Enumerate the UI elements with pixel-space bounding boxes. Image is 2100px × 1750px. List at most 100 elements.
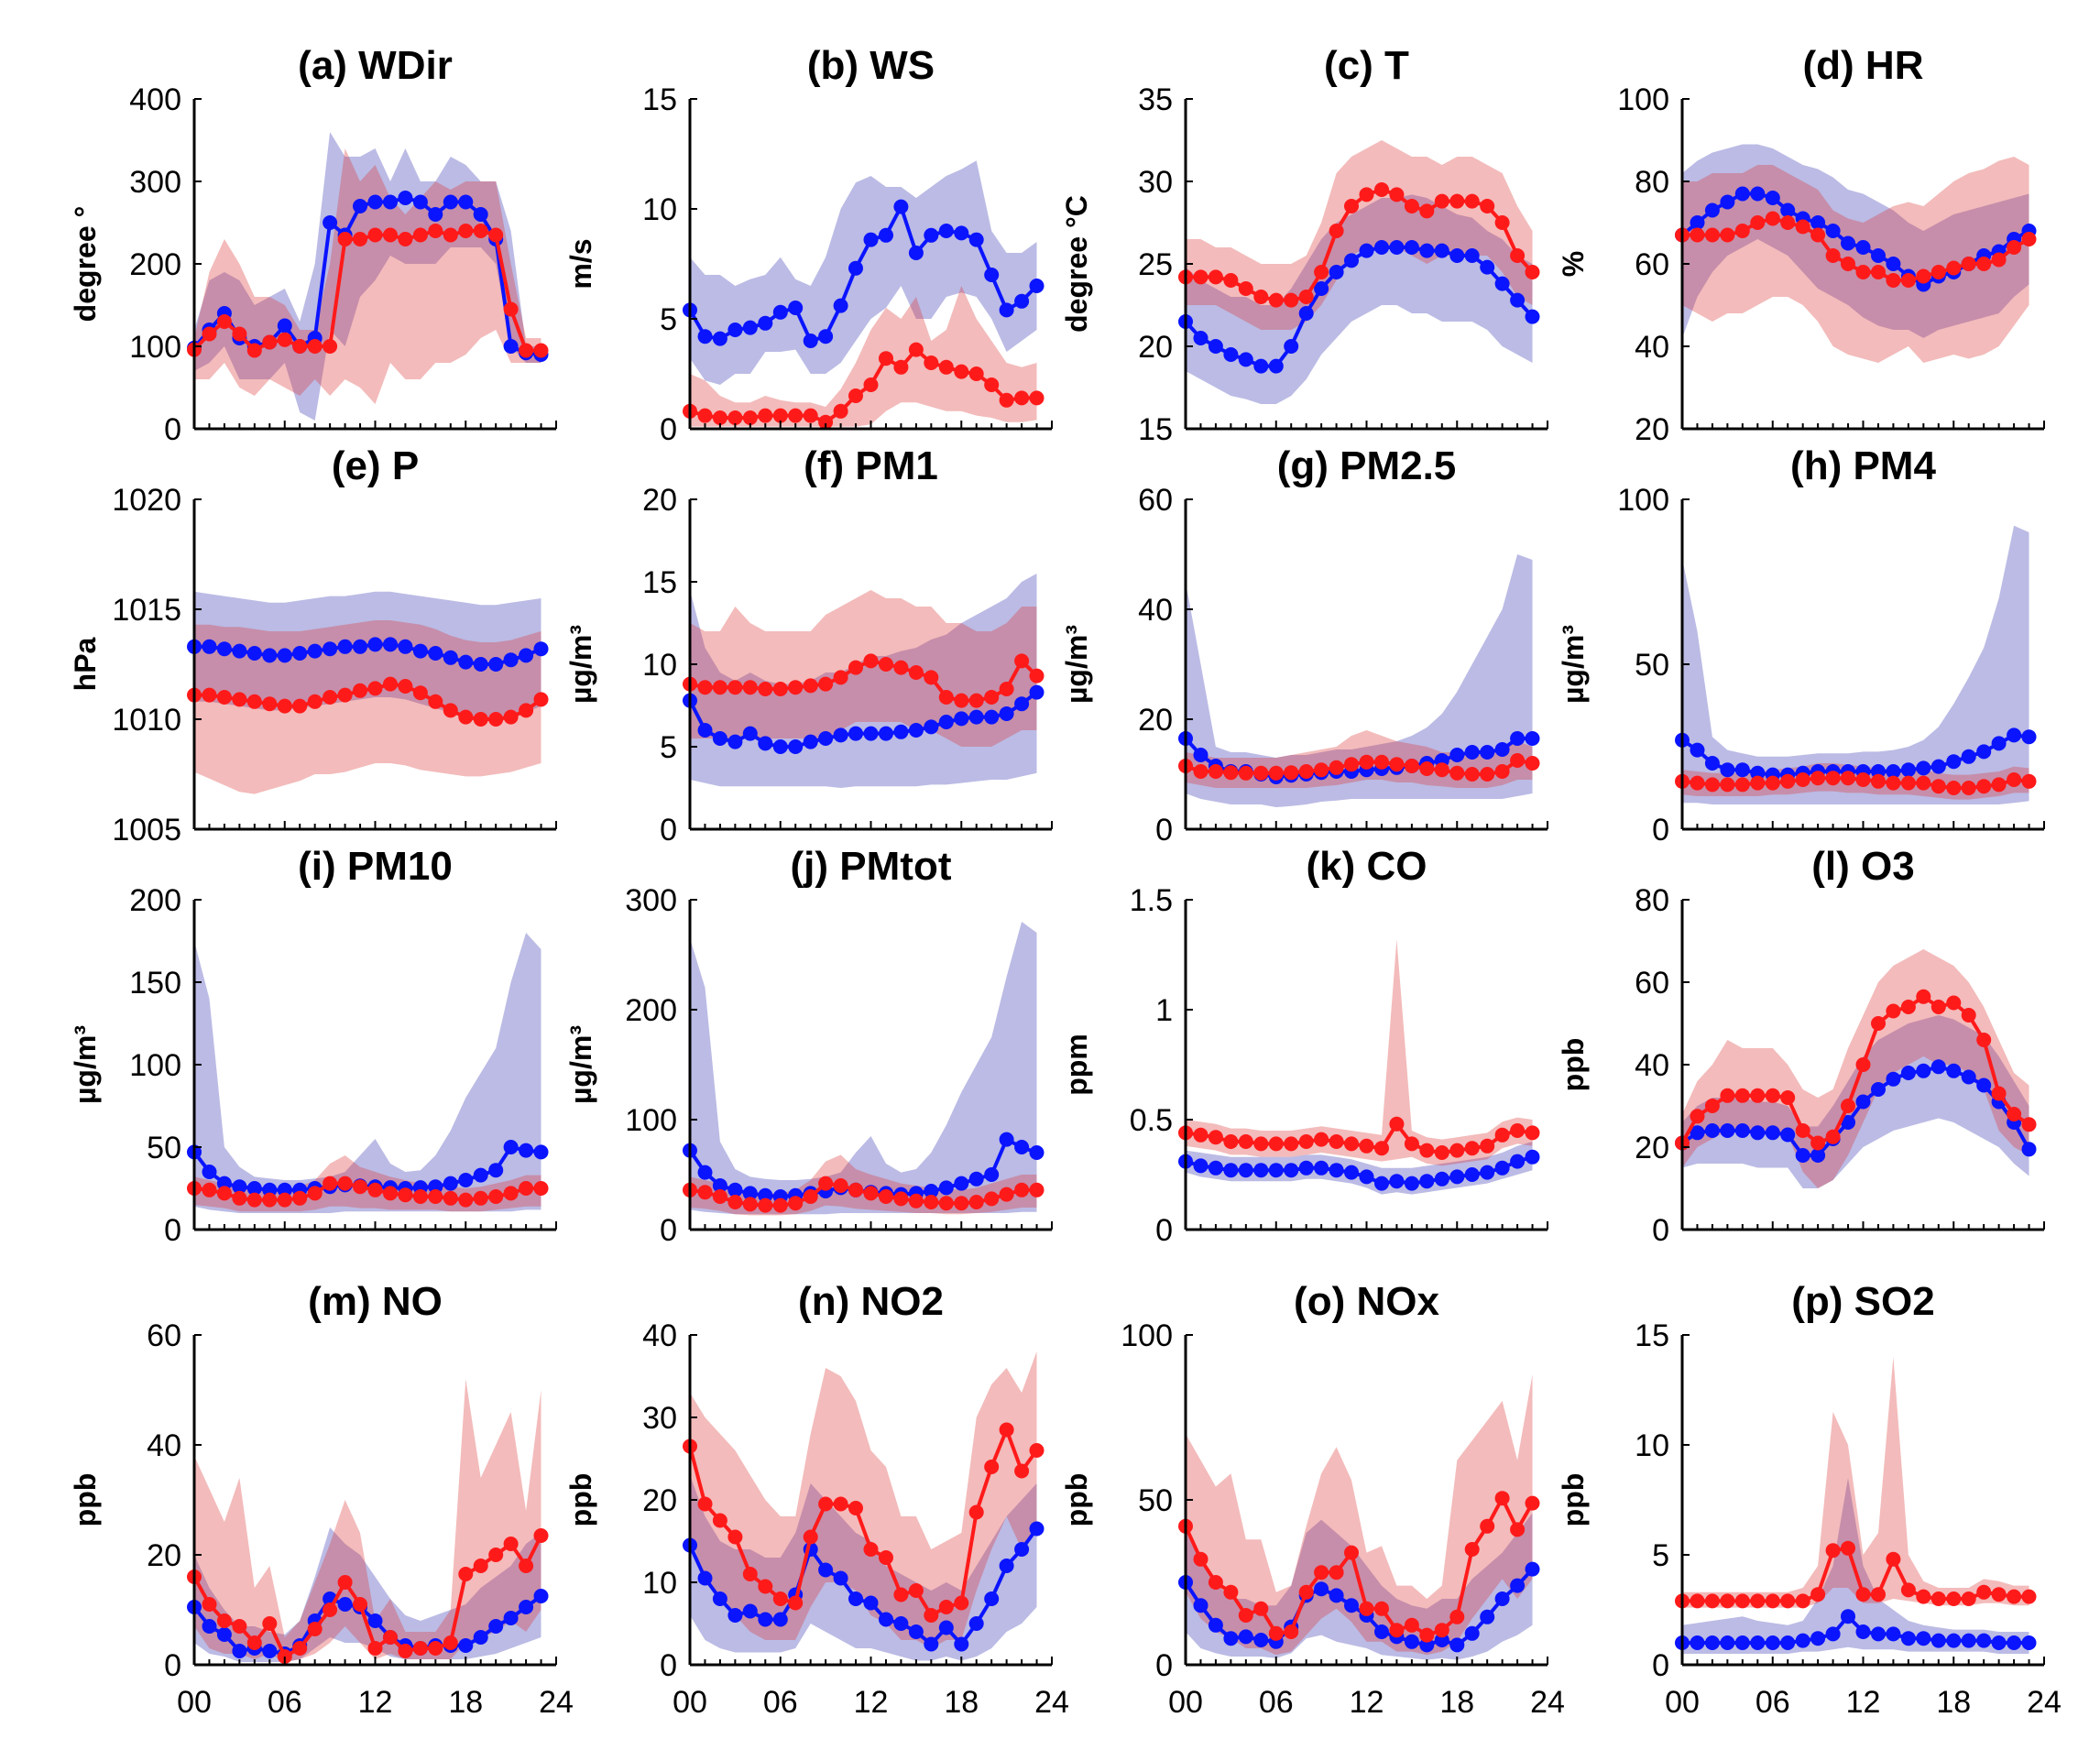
blue-data-point	[1871, 1626, 1886, 1642]
blue-data-point	[488, 657, 504, 672]
blue-data-point	[1841, 1115, 1855, 1130]
panel-title: (p) SO2	[1791, 1279, 1934, 1324]
red-data-point	[1841, 1540, 1855, 1556]
red-data-point	[818, 676, 834, 692]
panel-l-o3: (l) O3 ppb 0 20 40 60 80	[1557, 844, 2045, 1248]
red-data-point	[1029, 668, 1045, 684]
blue-data-point	[2021, 1635, 2037, 1650]
red-data-point	[519, 1559, 534, 1573]
red-data-point	[924, 670, 939, 685]
red-data-point	[1825, 248, 1841, 263]
blue-data-point	[1464, 1625, 1480, 1641]
blue-data-point	[863, 726, 879, 741]
blue-data-point	[788, 301, 804, 315]
red-data-point	[968, 1504, 984, 1520]
y-tick-label: 5	[1652, 1538, 1669, 1573]
red-data-point	[984, 690, 1000, 705]
red-data-point	[1404, 1136, 1419, 1152]
y-tick-label: 20	[1138, 703, 1173, 738]
red-data-point	[246, 343, 262, 358]
red-data-point	[1298, 1584, 1314, 1600]
red-data-point	[519, 703, 534, 718]
blue-data-point	[879, 1612, 893, 1627]
y-tick-label: 200	[129, 247, 181, 282]
red-data-point	[788, 1595, 804, 1611]
red-data-point	[216, 1186, 232, 1201]
red-data-point	[1525, 1495, 1540, 1511]
red-data-point	[788, 1196, 804, 1211]
red-data-point	[323, 1602, 338, 1617]
red-data-point	[1449, 193, 1465, 209]
y-axis-label: ppb	[69, 1473, 102, 1527]
red-data-point	[1886, 1003, 1901, 1019]
blue-data-point	[1480, 1609, 1495, 1624]
blue-data-point	[742, 320, 758, 335]
red-data-point	[232, 326, 247, 342]
red-data-point	[1961, 781, 1976, 795]
red-data-point	[2007, 772, 2022, 787]
blue-data-point	[1344, 1598, 1359, 1613]
red-data-point	[216, 314, 232, 329]
blue-data-point	[938, 1620, 954, 1635]
red-data-point	[1374, 1141, 1389, 1156]
x-tick-label: 18	[448, 1685, 483, 1720]
red-data-point	[428, 1641, 443, 1656]
blue-data-point	[1494, 1591, 1510, 1606]
red-data-point	[307, 1186, 323, 1201]
red-data-point	[772, 1198, 788, 1213]
red-data-point	[1268, 1136, 1284, 1152]
y-tick-label: 20	[147, 1538, 181, 1573]
y-tick-label: 0	[164, 1213, 181, 1248]
blue-data-point	[1780, 202, 1796, 218]
y-tick-label: 35	[1138, 82, 1173, 117]
red-data-point	[216, 690, 232, 705]
y-tick-label: 1020	[112, 483, 181, 518]
red-data-point	[1434, 193, 1449, 209]
blue-data-point	[833, 298, 848, 313]
red-data-point	[803, 678, 818, 694]
red-data-point	[1344, 1545, 1359, 1560]
red-range-band	[690, 286, 1037, 427]
red-data-point	[503, 709, 519, 725]
red-data-point	[712, 1513, 727, 1528]
red-data-point	[1359, 754, 1374, 770]
red-data-point	[788, 408, 804, 423]
blue-data-point	[458, 1173, 474, 1187]
red-data-point	[1014, 390, 1030, 406]
red-data-point	[202, 1597, 217, 1612]
panel-title: (g) PM2.5	[1277, 443, 1457, 488]
red-data-point	[1238, 281, 1253, 296]
blue-data-point	[2021, 729, 2037, 745]
red-data-point	[488, 227, 504, 243]
y-tick-label: 100	[129, 330, 181, 365]
blue-data-point	[1734, 186, 1750, 202]
red-data-point	[232, 1619, 247, 1634]
y-tick-label: 100	[129, 1048, 181, 1083]
red-data-point	[803, 1189, 818, 1204]
blue-data-point	[758, 1612, 773, 1627]
red-data-point	[2021, 1117, 2037, 1132]
red-data-point	[1810, 1135, 1826, 1151]
blue-data-point	[1449, 1637, 1465, 1653]
blue-data-point	[1780, 1635, 1796, 1650]
panel-title: (f) PM1	[804, 443, 938, 488]
red-data-point	[1810, 771, 1826, 786]
blue-data-point	[458, 654, 474, 670]
red-data-point	[1750, 1593, 1766, 1609]
y-tick-label: 0	[1652, 813, 1669, 848]
red-data-point	[1329, 760, 1344, 775]
blue-data-point	[1795, 1633, 1810, 1648]
blue-data-point	[1704, 1123, 1720, 1138]
blue-data-point	[1976, 1633, 1992, 1648]
panel-title: (j) PMtot	[791, 844, 952, 889]
blue-data-point	[727, 1608, 743, 1623]
blue-data-point	[1314, 1160, 1329, 1176]
blue-data-point	[1690, 215, 1705, 230]
y-tick-label: 200	[625, 993, 677, 1028]
red-data-point	[1223, 765, 1239, 781]
blue-data-point	[1014, 1542, 1030, 1557]
red-data-point	[202, 326, 217, 342]
blue-data-point	[1404, 1176, 1419, 1191]
blue-data-point	[1810, 215, 1826, 230]
